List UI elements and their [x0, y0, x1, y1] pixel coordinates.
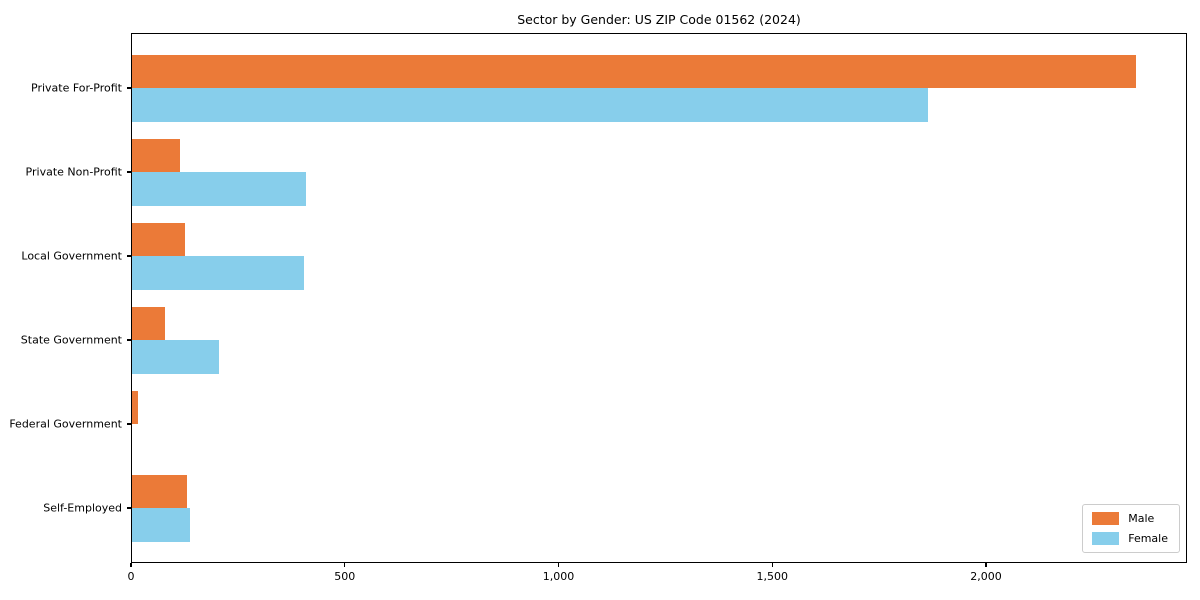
x-tick-mark — [557, 563, 560, 567]
y-tick-label: Local Government — [21, 249, 122, 263]
chart-title: Sector by Gender: US ZIP Code 01562 (202… — [517, 12, 801, 27]
legend-swatch-female — [1092, 532, 1120, 545]
legend-label: Female — [1128, 532, 1168, 545]
legend: Male Female — [1082, 504, 1180, 553]
x-tick-mark — [344, 563, 346, 567]
bar-female-2 — [131, 172, 307, 206]
x-tick-mark — [985, 563, 987, 567]
y-tick-label: Federal Government — [9, 417, 122, 431]
y-tick-label: Private For-Profit — [31, 81, 122, 95]
bar-male-3 — [131, 222, 186, 256]
bar-male-2 — [131, 138, 181, 172]
x-tick-label: 1,500 — [756, 570, 789, 583]
y-tick-mark — [127, 339, 131, 341]
bar-female-6 — [131, 508, 190, 542]
x-tick-mark — [130, 563, 132, 567]
bar-female-3 — [131, 256, 304, 290]
x-tick-label: 1,000 — [542, 570, 575, 583]
y-tick-mark — [127, 423, 131, 425]
bar-male-1 — [131, 54, 1136, 88]
legend-item-female: Female — [1092, 532, 1168, 545]
x-tick-label: 500 — [334, 570, 356, 583]
x-tick-label: 2,000 — [970, 570, 1002, 583]
bar-male-5 — [131, 390, 139, 424]
plot-area: Male Female — [131, 33, 1187, 563]
y-tick-label: Private Non-Profit — [25, 165, 122, 179]
bar-male-4 — [131, 306, 166, 340]
y-tick-mark — [127, 87, 131, 89]
y-tick-mark — [127, 171, 131, 173]
x-tick-label: 0 — [127, 570, 135, 583]
legend-label: Male — [1128, 512, 1155, 525]
y-tick-mark — [127, 507, 131, 509]
bar-female-1 — [131, 88, 929, 122]
y-tick-label: Self-Employed — [43, 501, 122, 515]
legend-swatch-male — [1092, 512, 1120, 525]
legend-item-male: Male — [1092, 512, 1168, 525]
y-tick-mark — [127, 255, 131, 257]
bar-female-4 — [131, 340, 220, 374]
x-tick-mark — [771, 563, 773, 567]
y-tick-label: State Government — [20, 333, 122, 347]
bar-male-6 — [131, 474, 188, 508]
